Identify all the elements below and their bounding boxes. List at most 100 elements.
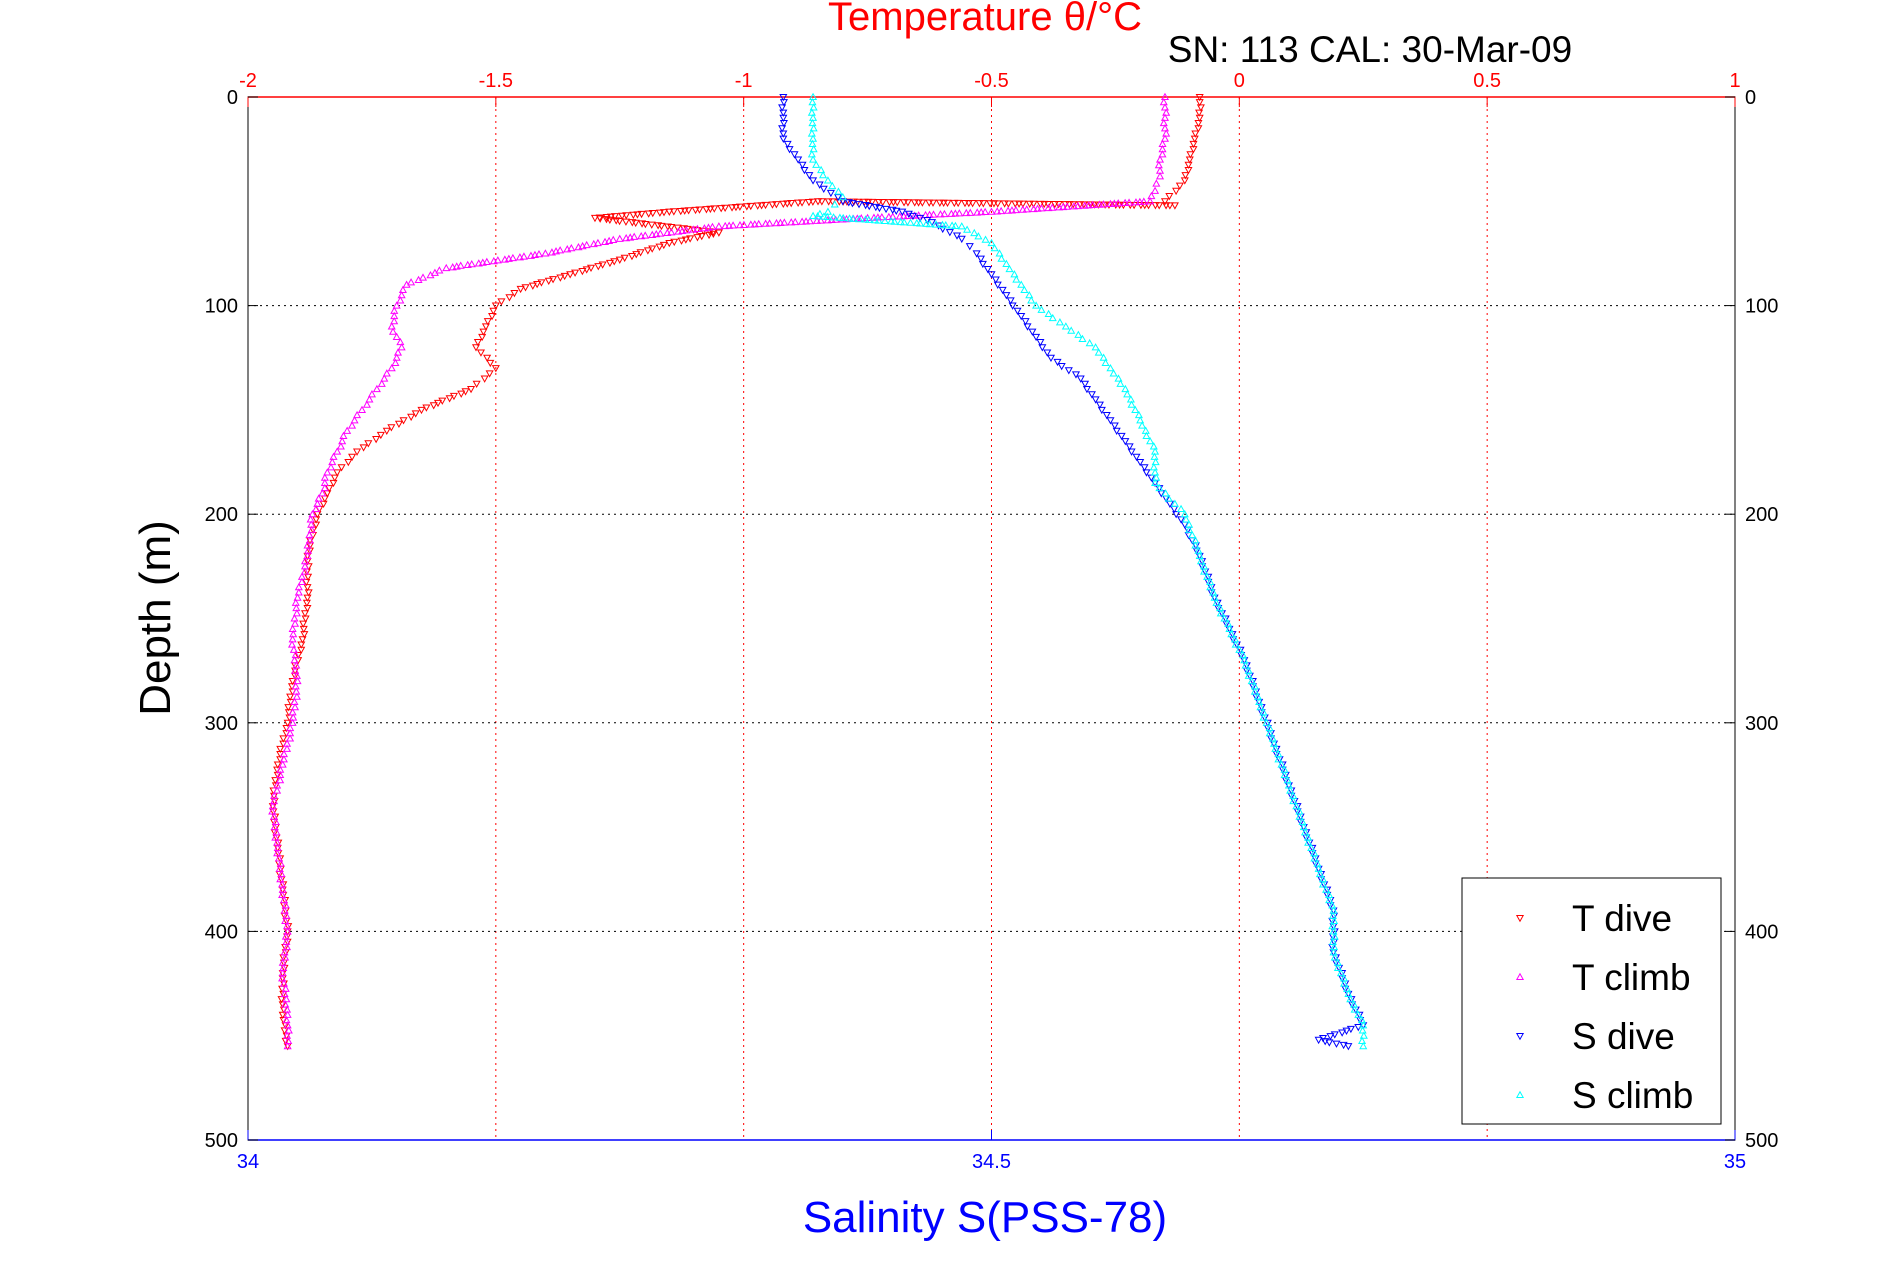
- data-point: [1274, 755, 1283, 763]
- data-point: [885, 199, 894, 207]
- data-point: [303, 594, 312, 602]
- data-point: [359, 444, 368, 452]
- data-point: [377, 379, 386, 387]
- data-point: [364, 440, 373, 448]
- data-point: [1007, 206, 1017, 214]
- data-point: [283, 1010, 292, 1018]
- data-point: [1210, 593, 1219, 601]
- data-point: [1021, 318, 1030, 326]
- data-point: [1124, 198, 1134, 206]
- top-tick-label: -1: [735, 70, 753, 92]
- data-point: [1338, 970, 1347, 978]
- data-point: [330, 474, 339, 482]
- tick-labels: -2 -1.5 -1 -0.5 0 0.5 1 34 34.5 35 0 0 100 100 200 200 3…: [205, 70, 1779, 1173]
- data-point: [955, 209, 964, 217]
- data-point: [943, 199, 952, 208]
- data-point: [279, 895, 288, 904]
- data-point: [1142, 431, 1151, 440]
- data-point: [993, 200, 1002, 208]
- data-point: [809, 177, 818, 185]
- data-point: [1006, 297, 1015, 305]
- data-point: [928, 199, 938, 207]
- data-point: [1203, 572, 1212, 580]
- left-tick-label: 500: [205, 1130, 238, 1152]
- series-s-dive: [778, 93, 1368, 1051]
- data-point: [1344, 989, 1353, 998]
- data-point: [270, 822, 279, 831]
- data-point: [1238, 650, 1248, 659]
- data-point: [276, 745, 285, 754]
- data-point: [284, 1026, 293, 1034]
- data-point: [505, 294, 514, 302]
- data-point: [283, 719, 292, 728]
- data-point: [1314, 1036, 1323, 1045]
- data-point: [1090, 201, 1099, 209]
- data-point: [407, 413, 416, 422]
- data-point: [491, 302, 500, 310]
- data-point: [1032, 333, 1041, 342]
- data-point: [1172, 187, 1181, 196]
- data-point: [1204, 573, 1213, 582]
- data-point: [298, 636, 307, 644]
- data-point: [1082, 385, 1092, 394]
- top-tick-label: 0.5: [1473, 70, 1501, 92]
- data-point: [278, 760, 287, 768]
- data-point: [445, 395, 454, 403]
- data-point: [582, 240, 591, 249]
- data-point: [899, 211, 908, 220]
- series-t-climb: [268, 92, 1171, 1050]
- data-point: [402, 280, 411, 288]
- data-point: [1329, 948, 1338, 956]
- data-point: [1184, 166, 1193, 175]
- data-point: [1155, 155, 1165, 163]
- data-point: [276, 859, 285, 867]
- data-point: [673, 224, 682, 232]
- data-point: [815, 181, 824, 189]
- data-point: [478, 333, 487, 342]
- data-point: [302, 578, 311, 587]
- data-point: [1136, 202, 1145, 210]
- data-point: [283, 1041, 292, 1050]
- data-point: [1091, 396, 1100, 404]
- data-point: [1151, 468, 1160, 476]
- data-point: [812, 216, 821, 224]
- data-point: [1135, 197, 1144, 206]
- data-point: [993, 207, 1002, 215]
- data-point: [1241, 661, 1250, 669]
- data-point: [277, 869, 286, 878]
- data-point: [282, 1015, 291, 1024]
- data-point: [665, 239, 674, 248]
- data-point: [785, 146, 794, 154]
- data-point: [689, 225, 698, 233]
- data-point: [1149, 463, 1158, 471]
- data-point: [1359, 1041, 1368, 1050]
- data-point: [951, 209, 960, 217]
- data-point: [292, 609, 301, 617]
- data-point: [1099, 200, 1108, 208]
- data-point: [418, 273, 428, 281]
- data-point: [467, 385, 476, 394]
- data-point: [667, 224, 676, 232]
- data-point: [530, 250, 540, 259]
- data-point: [1263, 719, 1272, 728]
- data-point: [393, 348, 403, 356]
- data-point: [480, 375, 489, 383]
- data-point: [500, 255, 509, 263]
- data-point: [281, 916, 290, 925]
- data-point: [376, 431, 385, 440]
- data-point: [925, 199, 934, 207]
- data-point: [765, 219, 774, 227]
- data-point: [644, 210, 653, 218]
- data-point: [1170, 202, 1179, 210]
- data-point: [391, 358, 400, 367]
- data-point: [544, 277, 553, 286]
- data-point: [1340, 979, 1349, 987]
- data-point: [312, 504, 321, 513]
- data-point: [987, 207, 996, 215]
- data-point: [1087, 391, 1096, 399]
- data-point: [1136, 458, 1145, 467]
- data-point: [805, 172, 814, 180]
- data-point: [669, 208, 678, 216]
- data-point: [1101, 358, 1110, 367]
- data-point: [739, 220, 748, 228]
